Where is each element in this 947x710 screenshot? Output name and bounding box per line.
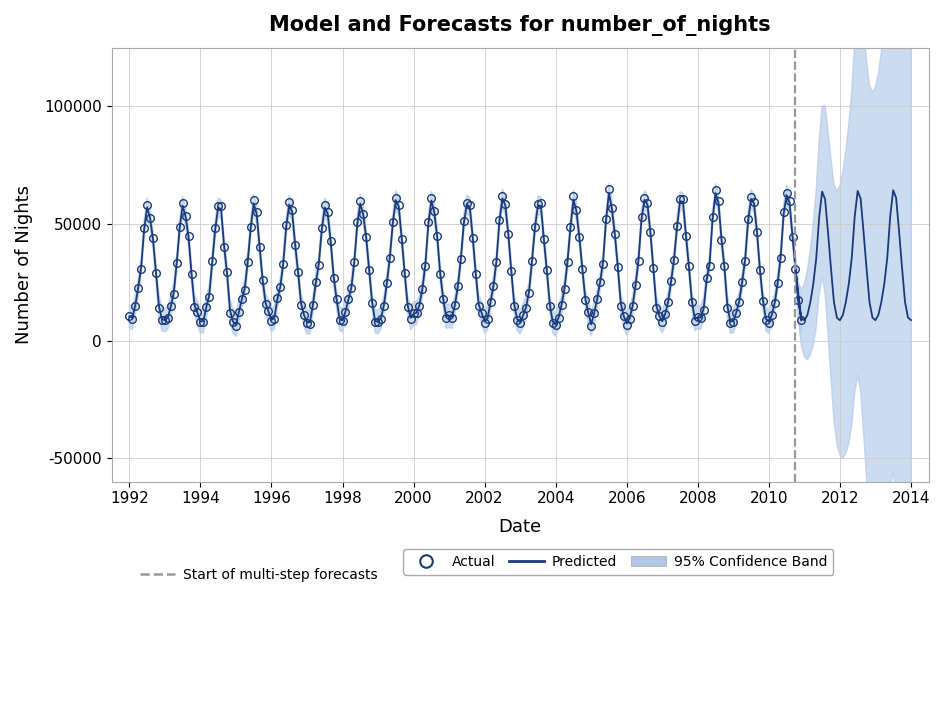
- Legend: Start of multi-step forecasts: Start of multi-step forecasts: [134, 562, 384, 588]
- Y-axis label: Number of Nights: Number of Nights: [15, 185, 33, 344]
- Title: Model and Forecasts for number_of_nights: Model and Forecasts for number_of_nights: [269, 15, 771, 36]
- X-axis label: Date: Date: [498, 518, 542, 535]
